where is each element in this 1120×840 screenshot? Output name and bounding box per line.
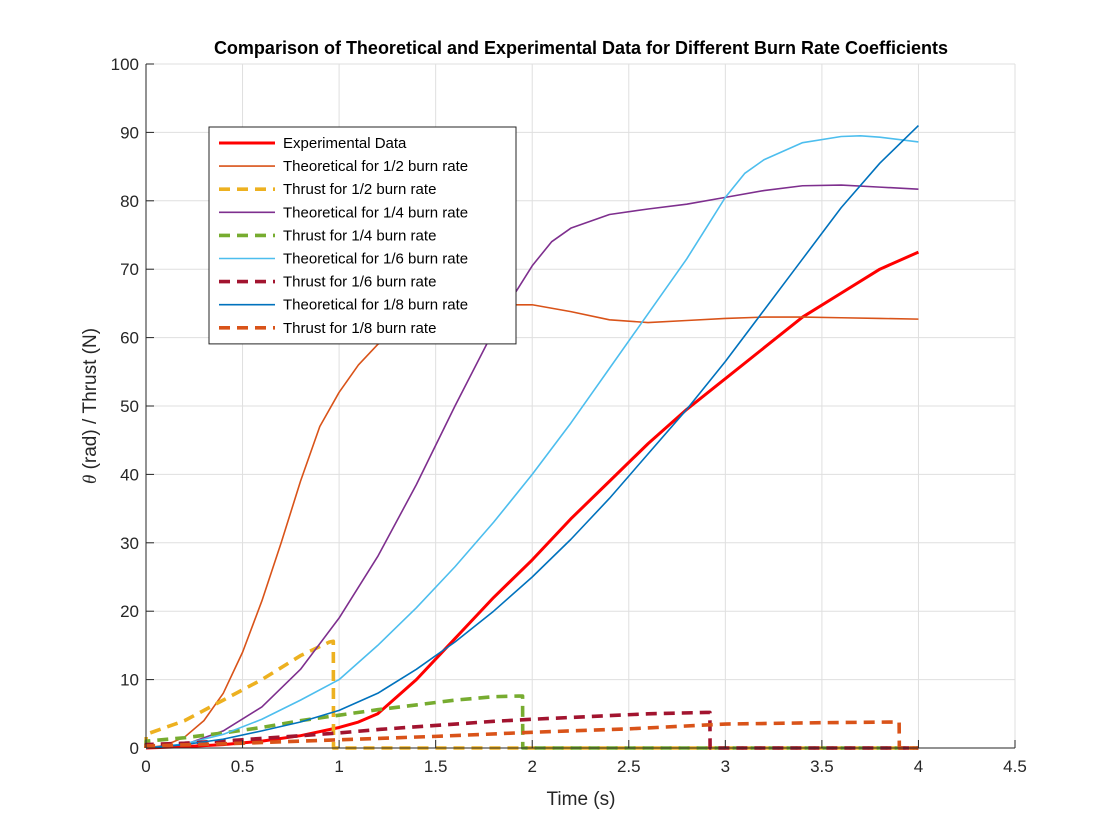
x-tick-label-6: 3 bbox=[721, 757, 730, 776]
legend-label-0: Experimental Data bbox=[283, 135, 407, 152]
y-tick-label-4: 40 bbox=[120, 465, 139, 484]
x-axis-label: Time (s) bbox=[547, 789, 616, 810]
y-tick-label-2: 20 bbox=[120, 602, 139, 621]
legend-label-2: Thrust for 1/2 burn rate bbox=[283, 181, 436, 198]
legend: Experimental Data Theoretical for 1/2 bur… bbox=[208, 126, 517, 345]
x-tick-label-8: 4 bbox=[914, 757, 923, 776]
legend-label-6: Thrust for 1/6 burn rate bbox=[283, 274, 436, 291]
y-tick-label-6: 60 bbox=[120, 329, 139, 348]
y-tick-label-10: 100 bbox=[111, 55, 139, 74]
y-tick-label-1: 10 bbox=[120, 671, 139, 690]
x-tick-label-7: 3.5 bbox=[810, 757, 834, 776]
series-line-7 bbox=[145, 124, 919, 749]
x-tick-label-5: 2.5 bbox=[617, 757, 641, 776]
y-tick-label-5: 50 bbox=[120, 397, 139, 416]
legend-label-7: Theoretical for 1/8 burn rate bbox=[283, 297, 468, 314]
legend-label-5: Theoretical for 1/6 burn rate bbox=[283, 251, 468, 268]
x-tick-label-2: 1 bbox=[334, 757, 343, 776]
series-line-0 bbox=[145, 250, 920, 750]
x-tick-label-3: 1.5 bbox=[424, 757, 448, 776]
x-tick-label-1: 0.5 bbox=[231, 757, 255, 776]
legend-label-8: Thrust for 1/8 burn rate bbox=[283, 320, 436, 337]
y-tick-label-7: 70 bbox=[120, 260, 139, 279]
legend-label-3: Theoretical for 1/4 burn rate bbox=[283, 204, 468, 221]
series-line-5 bbox=[145, 135, 919, 749]
series-line-4 bbox=[144, 694, 919, 750]
chart-title: Comparison of Theoretical and Experiment… bbox=[214, 38, 948, 58]
legend-label-1: Theoretical for 1/2 burn rate bbox=[283, 158, 468, 175]
y-tick-label-3: 30 bbox=[120, 534, 139, 553]
y-tick-label-0: 0 bbox=[130, 739, 139, 758]
x-tick-label-4: 2 bbox=[527, 757, 536, 776]
y-tick-label-8: 80 bbox=[120, 192, 139, 211]
y-tick-label-9: 90 bbox=[120, 123, 139, 142]
axes: 0 0.5 1 1.5 2 2.5 3 3.5 4 4.5 0 10 20 30 40 50 60 70 80 90 1… bbox=[111, 55, 1027, 776]
series-line-3 bbox=[145, 184, 919, 749]
y-axis-label-text: (rad) / Thrust (N) bbox=[80, 328, 101, 475]
legend-label-4: Thrust for 1/4 burn rate bbox=[283, 227, 436, 244]
y-axis-label-symbol: θ bbox=[80, 475, 101, 484]
y-axis-label: θ (rad) / Thrust (N) bbox=[80, 328, 101, 484]
x-tick-label-0: 0 bbox=[141, 757, 150, 776]
x-tick-label-9: 4.5 bbox=[1003, 757, 1027, 776]
